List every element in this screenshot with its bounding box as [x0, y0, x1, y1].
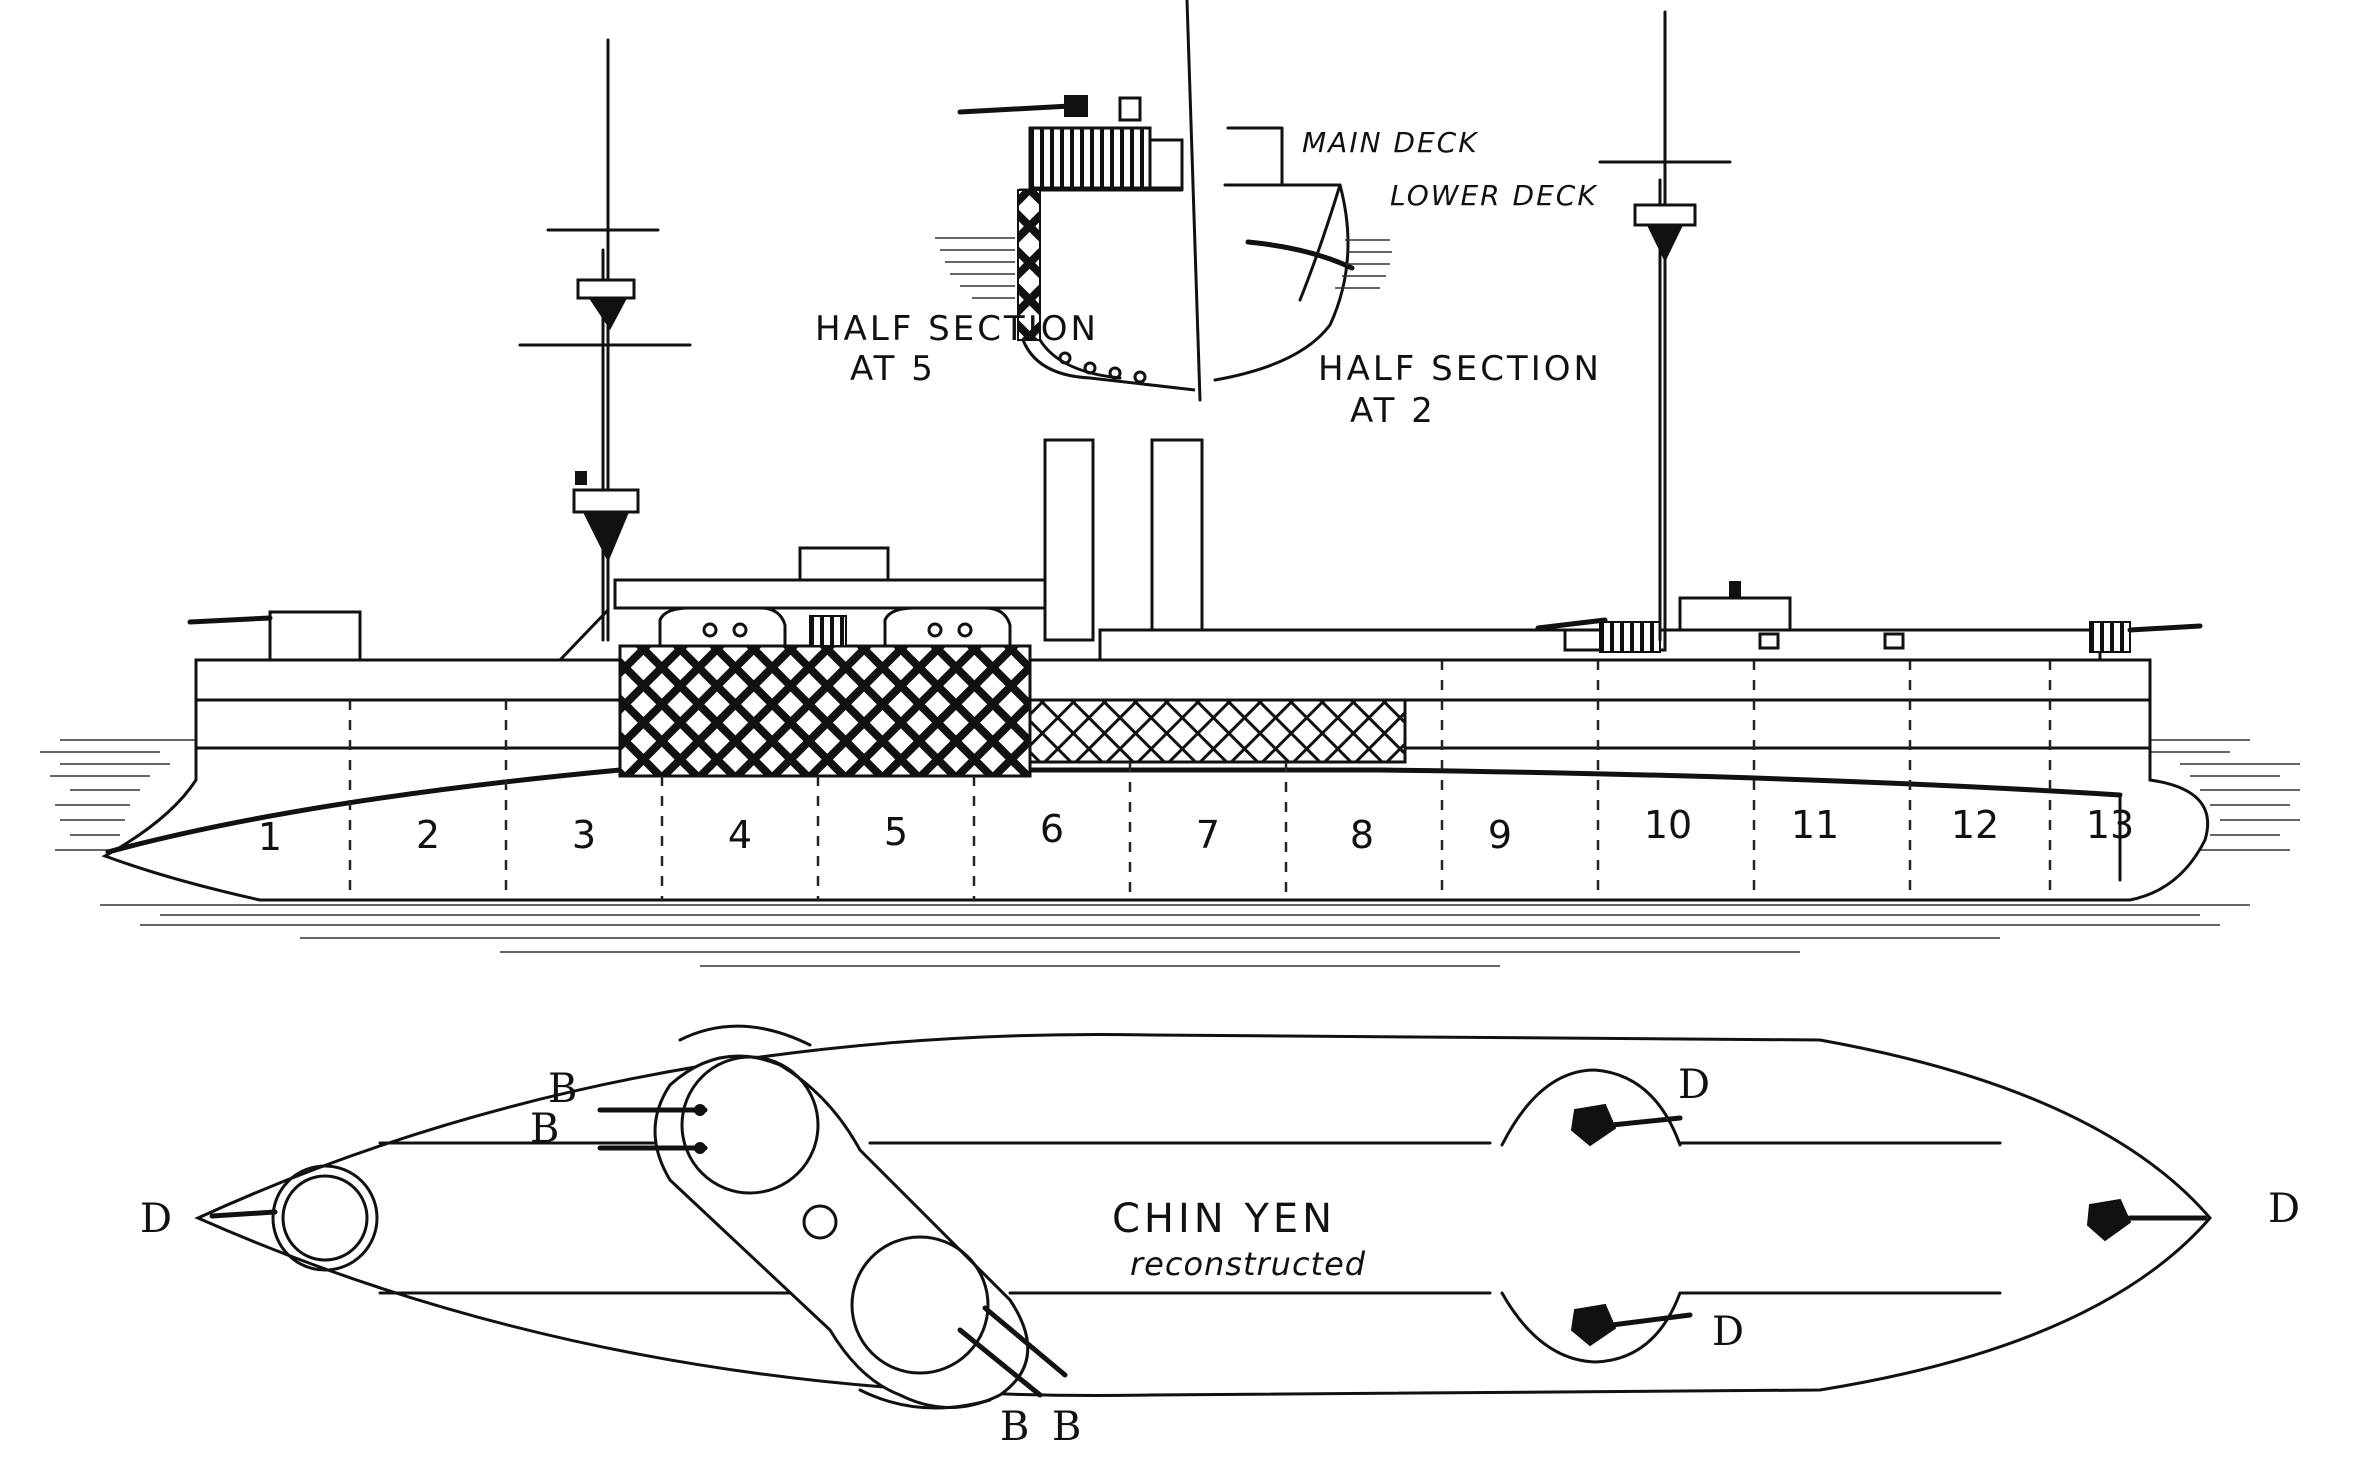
aft-gun-profile	[1535, 617, 1608, 631]
mainmast	[1598, 10, 1732, 642]
light-armor-belt	[1028, 698, 1407, 764]
gun-label-b-bottom-left: B	[1000, 1404, 1029, 1450]
gun-label-stern-d: D	[2268, 1186, 2300, 1232]
half-section-5-label-line2: AT 5	[850, 349, 936, 389]
sea-lines	[40, 739, 2300, 967]
heavy-armor-belt	[618, 644, 1032, 778]
gun-label-b-upper: B	[548, 1066, 577, 1112]
plan-view	[194, 1024, 2212, 1410]
gun-label-aft-turret-d: D	[1712, 1309, 1744, 1355]
fore-turret-profile	[268, 610, 362, 662]
ship-subtitle: reconstructed	[1130, 1245, 1366, 1283]
frame-number: 7	[1196, 813, 1220, 857]
frame-number: 4	[728, 813, 752, 857]
frame-number: 8	[1350, 813, 1374, 857]
frame-number: 6	[1040, 807, 1064, 851]
frame-number: 12	[1951, 803, 1999, 847]
gun-label-b-lower: B	[530, 1106, 559, 1152]
main-deck-label: MAIN DECK	[1302, 126, 1479, 159]
frame-number: 3	[572, 813, 596, 857]
frame-numbers: 1 2 3 4 5 6 7 8 9 10 11 12 13	[258, 803, 2134, 859]
foremast	[518, 38, 692, 662]
frame-number: 1	[258, 815, 282, 859]
frame-number: 9	[1488, 813, 1512, 857]
ship-name: CHIN YEN	[1112, 1196, 1336, 1242]
half-section-drawing	[935, 0, 1392, 402]
gun-label-bow-d: D	[140, 1196, 172, 1242]
gun-label-b-bottom-right: B	[1052, 1404, 1081, 1450]
frame-number: 2	[416, 813, 440, 857]
frame-number: 11	[1791, 803, 1839, 847]
gun-label-fwd-turret-d: D	[1678, 1062, 1710, 1108]
lower-deck-label: LOWER DECK	[1390, 179, 1598, 212]
fore-gun-profile	[187, 615, 273, 625]
funnel-fore	[1043, 438, 1095, 642]
superstructure	[187, 438, 2203, 662]
frame-number: 10	[1644, 803, 1692, 847]
half-section-5-label-line1: HALF SECTION	[815, 309, 1099, 349]
barbette-housing-aft	[883, 606, 1012, 648]
funnel-aft	[1150, 438, 1204, 642]
half-section-2-label-line2: AT 2	[1350, 391, 1436, 431]
barbette-housing-fore	[658, 606, 787, 648]
bow-barbette-plan	[271, 1164, 379, 1272]
half-section-2-label-line1: HALF SECTION	[1318, 349, 1602, 389]
frame-number: 5	[884, 810, 908, 854]
stern-gun-profile	[2127, 623, 2203, 633]
plan-labels: CHIN YEN reconstructed	[1112, 1196, 1366, 1283]
frame-number: 13	[2086, 803, 2134, 847]
gun-labels: D D D D B B B B	[140, 1062, 2300, 1450]
hull-profile	[101, 644, 2210, 902]
